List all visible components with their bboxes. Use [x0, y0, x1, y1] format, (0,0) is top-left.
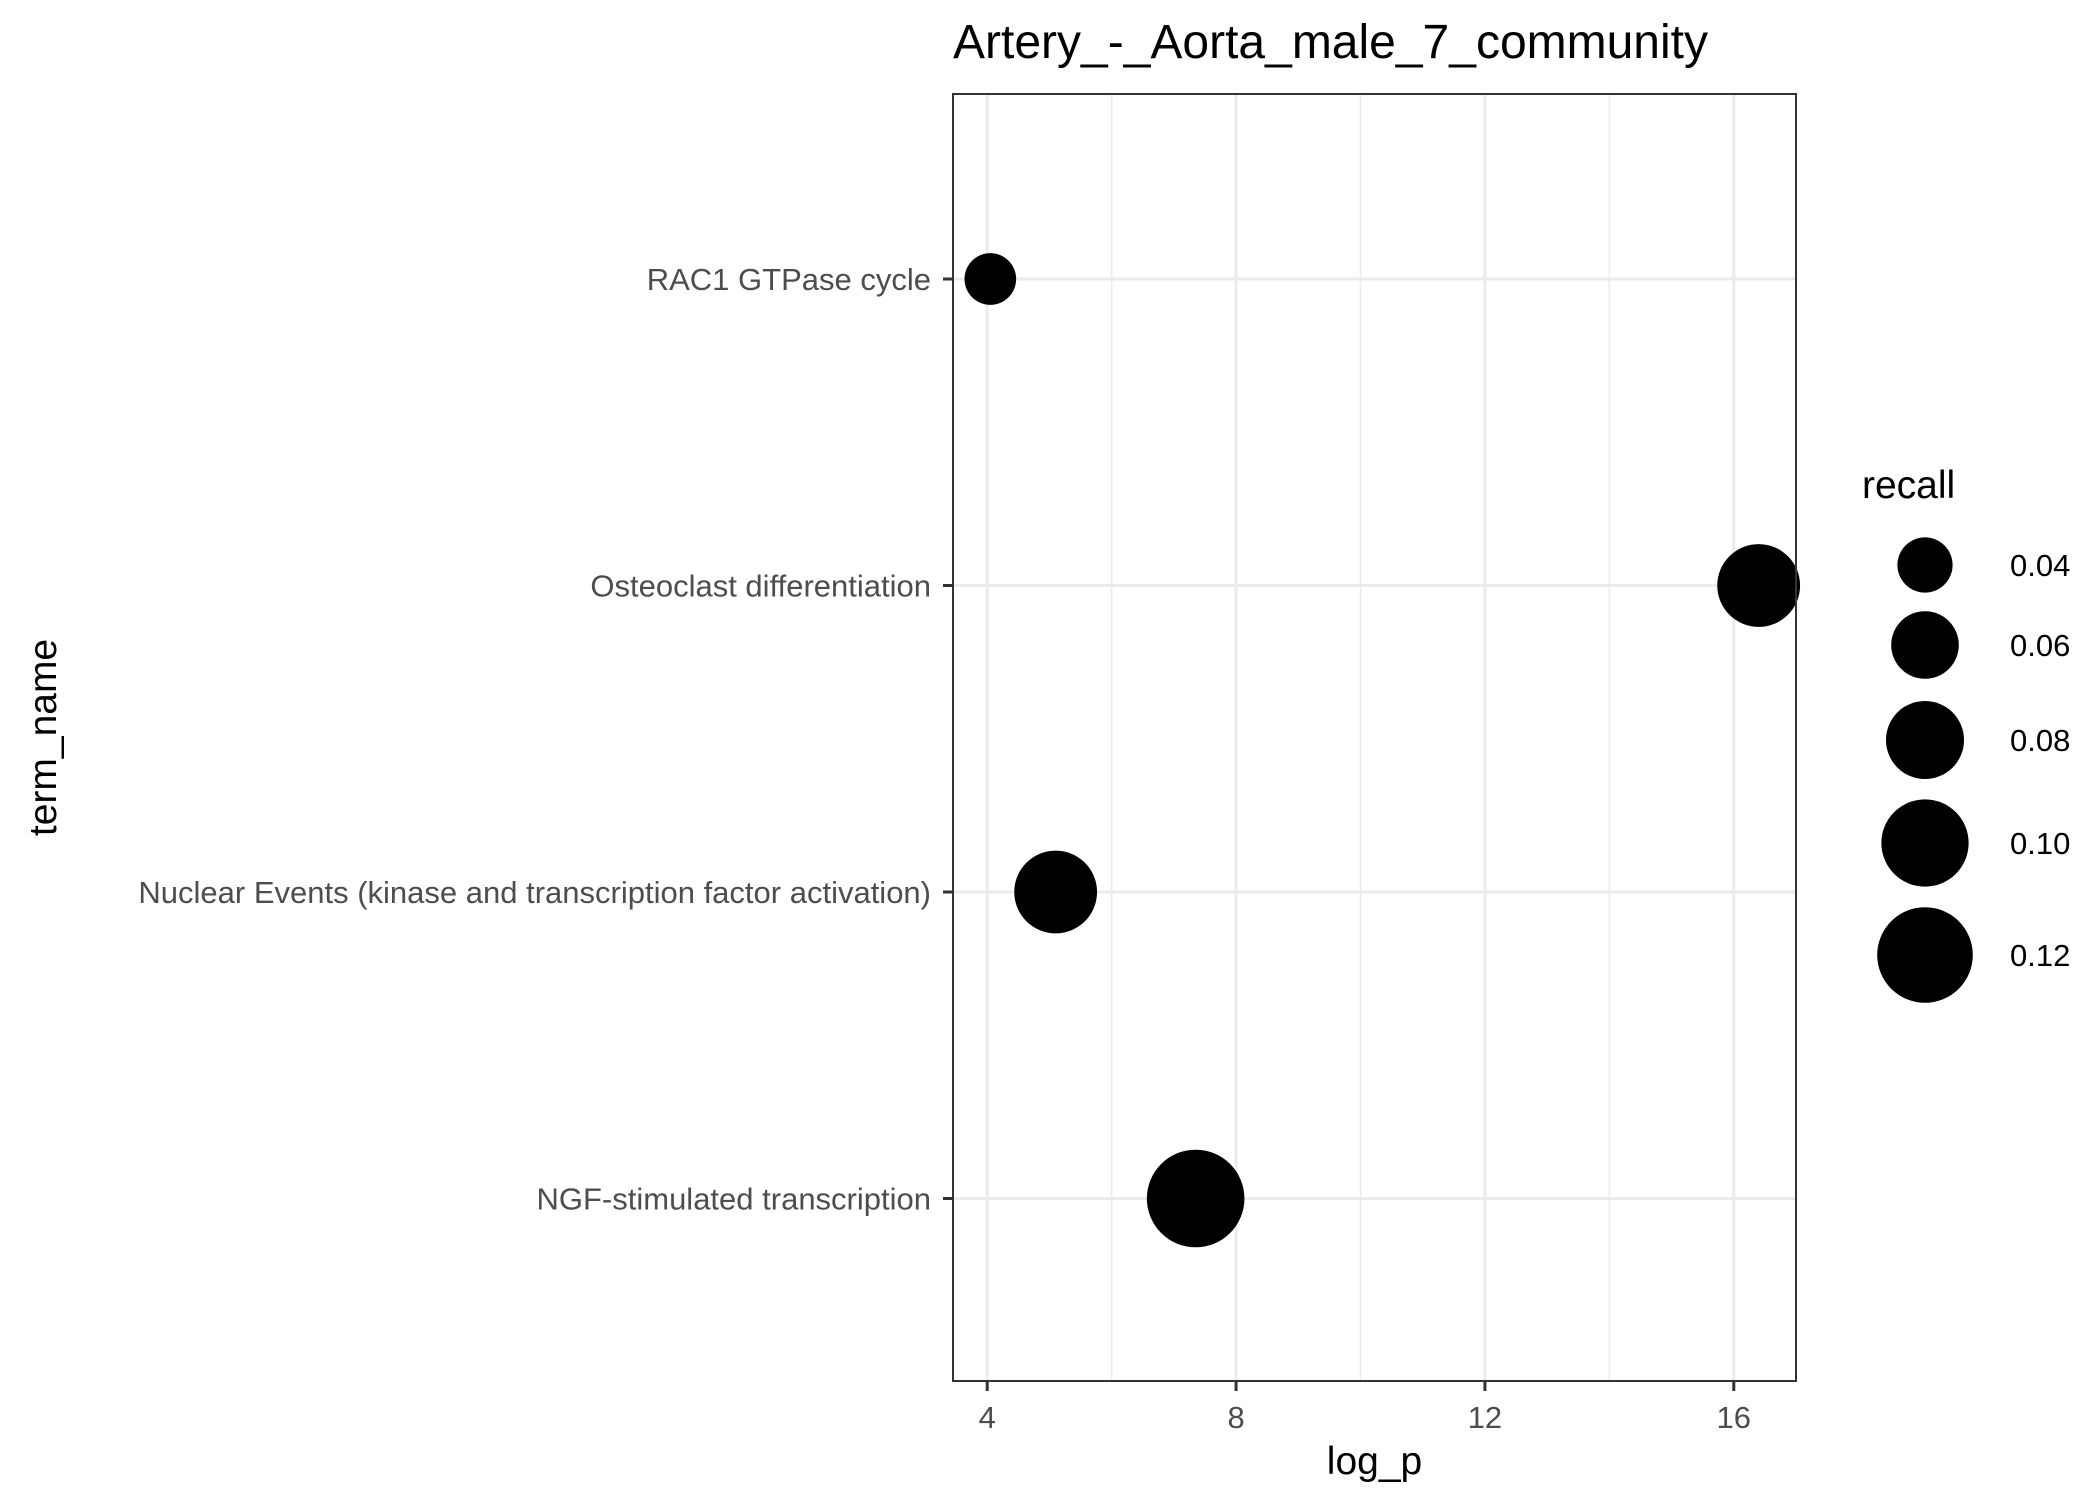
legend-key-circle: [1897, 537, 1953, 593]
x-tick-label: 8: [1227, 1400, 1244, 1435]
data-points: [964, 253, 1801, 1248]
y-axis-title: term_name: [22, 639, 65, 836]
legend-key-label: 0.08: [2010, 723, 2070, 758]
y-tick-label: NGF-stimulated transcription: [536, 1182, 931, 1217]
x-tick-label: 4: [979, 1400, 996, 1435]
x-axis-title: log_p: [1327, 1440, 1422, 1483]
y-axis: RAC1 GTPase cycle Osteoclast differentiat…: [138, 262, 953, 1217]
x-axis: 4 8 12 16: [979, 1381, 1751, 1435]
data-point: [964, 253, 1017, 305]
x-tick-label: 12: [1468, 1400, 1502, 1435]
y-tick-label: Osteoclast differentiation: [590, 569, 931, 604]
chart-title: Artery_-_Aorta_male_7_community: [953, 16, 1708, 69]
panel-background: [953, 94, 1796, 1381]
data-point: [1717, 544, 1801, 627]
legend-key-circle: [1877, 907, 1973, 1003]
legend-key-circle: [1885, 700, 1965, 780]
y-tick-label: Nuclear Events (kinase and transcription…: [138, 875, 931, 910]
legend-key-label: 0.06: [2010, 628, 2070, 663]
size-legend: recall 0.04 0.06 0.08 0.10 0.12: [1862, 464, 2070, 1003]
legend-key-label: 0.12: [2010, 938, 2070, 973]
y-tick-label: RAC1 GTPase cycle: [647, 262, 931, 297]
grid-lines: [953, 94, 1796, 1381]
legend-key-label: 0.10: [2010, 826, 2070, 861]
panel-border: [952, 93, 1797, 1382]
legend-key-circle: [1891, 611, 1959, 679]
legend-key-label: 0.04: [2010, 548, 2070, 583]
x-tick-label: 16: [1717, 1400, 1751, 1435]
data-point: [1014, 850, 1098, 934]
legend-key-circle: [1881, 799, 1969, 887]
data-point: [1146, 1149, 1245, 1248]
legend-title: recall: [1862, 464, 1955, 507]
